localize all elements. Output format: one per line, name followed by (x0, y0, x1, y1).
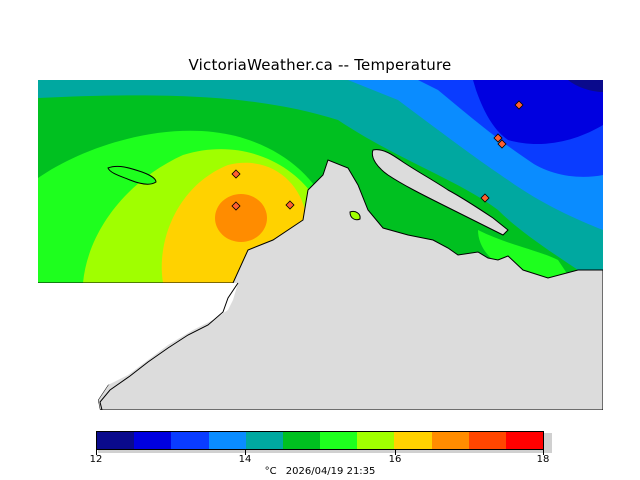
station-marker[interactable] (285, 200, 295, 210)
legend-swatch (431, 432, 469, 449)
contour-band-navy (568, 80, 603, 92)
legend-swatch (357, 432, 395, 449)
legend-swatch (134, 432, 172, 449)
station-marker[interactable] (497, 139, 507, 149)
legend-swatch (320, 432, 358, 449)
contour-band-orange (215, 194, 267, 242)
station-markers (231, 100, 524, 211)
contour-band-dark-blue (473, 80, 603, 145)
map-title: VictoriaWeather.ca -- Temperature (188, 56, 452, 74)
legend-swatch (245, 432, 283, 449)
island-north (371, 149, 509, 236)
legend-tick (96, 449, 97, 455)
legend-caption: °C 2026/04/19 21:35 (0, 466, 640, 477)
outside-domain (38, 283, 238, 410)
legend-timestamp: 2026/04/19 21:35 (285, 466, 376, 477)
island-west (107, 165, 157, 185)
legend-swatch (97, 432, 135, 449)
legend-tick-label: 14 (238, 454, 252, 465)
station-marker[interactable] (514, 100, 524, 110)
legend-swatch (505, 432, 544, 449)
legend-swatch (394, 432, 432, 449)
legend-units: °C (264, 466, 277, 477)
station-marker[interactable] (231, 201, 241, 211)
legend-tick (395, 449, 396, 455)
station-marker[interactable] (231, 169, 241, 179)
legend-swatch (282, 432, 321, 449)
coastline-west (99, 282, 239, 411)
temperature-map[interactable] (37, 80, 604, 411)
legend-swatch (171, 432, 209, 449)
color-legend (96, 431, 544, 450)
legend-swatch (208, 432, 246, 449)
contour-band-green-east (478, 230, 568, 280)
temperature-contour-svg (37, 80, 604, 411)
legend-tick (543, 449, 544, 455)
station-marker[interactable] (493, 133, 503, 143)
legend-tick (245, 449, 246, 455)
legend-tick-label: 18 (536, 454, 550, 465)
legend-tick-label: 12 (89, 454, 103, 465)
islet (349, 211, 361, 221)
station-marker[interactable] (480, 193, 490, 203)
legend-swatch (468, 432, 506, 449)
legend-tick-label: 16 (388, 454, 402, 465)
